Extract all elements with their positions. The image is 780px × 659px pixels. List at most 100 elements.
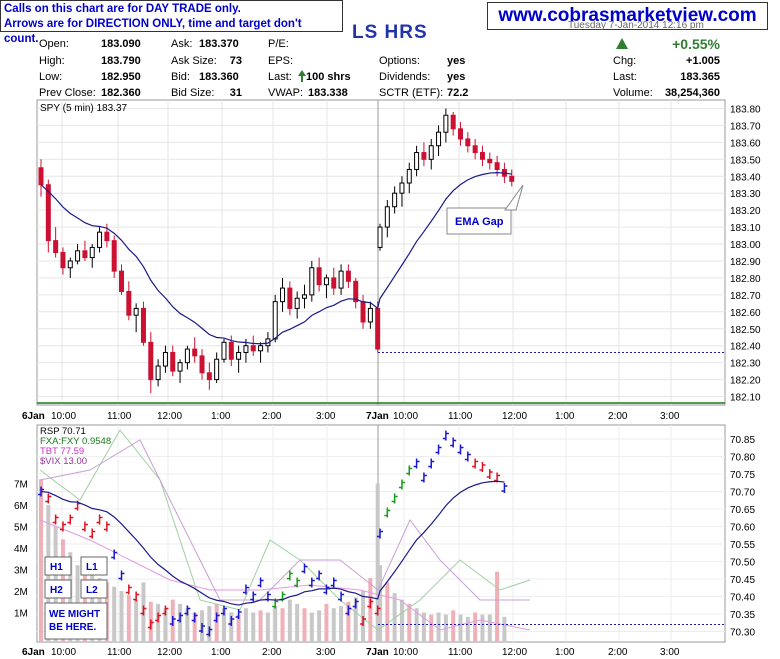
volume-bar: [436, 612, 441, 642]
price-tick-label: 183.60: [730, 138, 761, 149]
rsp-tick-label: 70.80: [730, 453, 755, 464]
volume-bar: [378, 565, 382, 642]
price-tick-label: 182.10: [730, 393, 761, 404]
time-tick-label: 2:00: [608, 411, 628, 422]
time-tick-label: 12:00: [157, 411, 182, 422]
volume-bar: [258, 610, 263, 642]
time-tick-label-lower: 6Jan: [22, 647, 45, 658]
day-trade-note: Calls on this chart are for DAY TRADE on…: [0, 0, 343, 45]
volume-bar: [375, 483, 380, 642]
candle-body: [287, 287, 293, 309]
candle-body: [236, 351, 242, 360]
high-label: High:: [39, 55, 65, 67]
overlay-legend-entry: TBT 77.59: [40, 446, 84, 457]
volume-bar: [112, 586, 117, 642]
volume-bar: [295, 603, 300, 642]
volume-tick-label: 1M: [14, 609, 28, 620]
price-tick-label: 182.70: [730, 291, 761, 302]
rsp-tick-label: 70.55: [730, 540, 755, 551]
volume-bar: [119, 591, 124, 642]
time-tick-label-lower: 7Jan: [366, 647, 389, 658]
candle-body: [258, 345, 264, 352]
volume-bar: [251, 612, 256, 642]
overlay-legend-entry: $VIX 13.00: [40, 456, 87, 467]
candle-body: [301, 294, 307, 299]
ema-line: [40, 172, 512, 345]
signal-box: [44, 579, 72, 599]
website-link[interactable]: www.cobrasmarketview.com: [487, 2, 768, 30]
candle-body: [367, 307, 373, 323]
candle-body: [89, 246, 95, 259]
candle-body: [377, 226, 383, 248]
volume-bar: [302, 608, 307, 642]
ask-size-value: 73: [229, 55, 242, 67]
rsp-tick-label: 70.50: [730, 558, 755, 569]
candle-body: [338, 270, 344, 289]
volume-label: Volume:: [613, 87, 653, 99]
candle-body: [331, 277, 337, 289]
rsp-tick-label: 70.85: [730, 435, 755, 446]
volume-bar: [353, 597, 358, 642]
price-tick-label: 182.80: [730, 274, 761, 285]
time-tick-label: 2:00: [262, 411, 282, 422]
candle-body: [399, 182, 405, 194]
time-tick-label-lower: 11:00: [107, 647, 132, 658]
price-tick-label: 183.20: [730, 206, 761, 217]
rsp-tick-label: 70.75: [730, 470, 755, 481]
volume-bar: [399, 599, 404, 642]
rsp-ema-line: [40, 480, 505, 606]
options-value: yes: [447, 55, 466, 67]
time-tick-label: 3:00: [316, 411, 336, 422]
up-arrow-stem-icon: [301, 75, 303, 82]
price-tick-label: 182.20: [730, 376, 761, 387]
candle-body: [450, 114, 456, 130]
rsp-tick-label: 70.70: [730, 488, 755, 499]
volume-bar: [317, 610, 322, 642]
rsp-tick-label: 70.45: [730, 575, 755, 586]
up-arrow-icon: [298, 70, 306, 76]
sctr-value: 72.2: [447, 87, 469, 99]
candle-body: [184, 348, 190, 364]
time-tick-label-lower: 3:00: [316, 647, 336, 658]
time-tick-label-lower: 1:00: [555, 647, 575, 658]
signal-box: [80, 579, 108, 599]
candle-body: [177, 362, 183, 372]
price-tick-label: 183.80: [730, 104, 761, 115]
bid-size-label: Bid Size:: [171, 87, 215, 99]
candle-body: [228, 341, 234, 360]
sctr-label: SCTR (ETF):: [379, 87, 444, 99]
price-tick-label: 183.70: [730, 121, 761, 132]
volume-bar: [163, 608, 168, 642]
candle-body: [155, 365, 161, 381]
ema-gap-pointer: [504, 184, 524, 211]
time-tick-label-lower: 11:00: [448, 647, 473, 658]
note-box-line: BE HERE.: [49, 622, 96, 633]
volume-bar: [39, 479, 43, 642]
time-tick-label-lower: 10:00: [393, 647, 418, 658]
overlay-line: [39, 439, 530, 601]
overlay-line: [39, 519, 531, 631]
candle-body: [67, 260, 73, 269]
candle-body: [309, 267, 315, 296]
pe-label: P/E:: [268, 38, 289, 50]
time-tick-label-lower: 2:00: [608, 647, 628, 658]
signal-box: [44, 556, 72, 576]
last-trade-value: 100 shrs: [306, 71, 351, 83]
candle-body: [45, 184, 51, 242]
candle-body: [75, 250, 81, 262]
ask-size-label: Ask Size:: [171, 55, 217, 67]
low-value: 182.950: [101, 71, 141, 83]
time-tick-label: 6Jan: [22, 411, 45, 422]
volume-bar: [229, 612, 234, 642]
time-tick-label-lower: 12:00: [502, 647, 527, 658]
price-tick-label: 182.50: [730, 325, 761, 336]
volume-bar: [421, 612, 426, 642]
volume-tick-label: 3M: [14, 566, 28, 577]
candle-body: [206, 372, 212, 381]
volume-bar: [473, 612, 478, 642]
volume-bar: [243, 608, 248, 642]
volume-bar: [156, 603, 161, 642]
note-box-line: WE MIGHT: [49, 609, 100, 620]
volume-bar: [236, 614, 241, 642]
